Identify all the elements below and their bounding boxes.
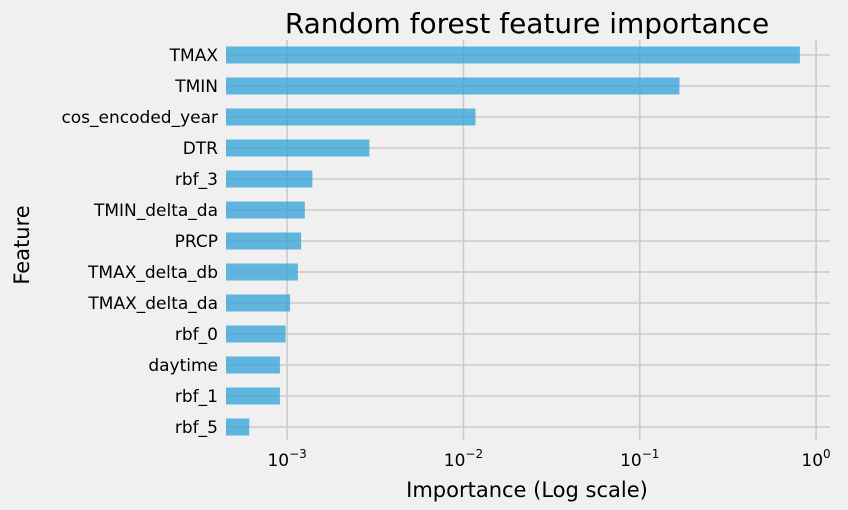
category-label: DTR (183, 139, 218, 159)
category-label: TMAX (169, 46, 219, 66)
y-axis-label: Feature (10, 205, 34, 284)
bar-DTR (226, 139, 370, 157)
category-label: rbf_0 (175, 325, 218, 345)
bar-rbf_1 (226, 387, 280, 405)
category-label: TMAX_delta_da (87, 294, 218, 314)
category-label: TMIN_delta_da (93, 201, 218, 221)
category-label: TMIN (174, 77, 218, 97)
chart-title: Random forest feature importance (285, 7, 769, 40)
bar-rbf_3 (226, 170, 313, 188)
category-label: PRCP (175, 232, 218, 252)
bar-TMAX (226, 46, 800, 64)
bar-TMIN (226, 77, 680, 95)
bar-rbf_5 (226, 418, 250, 436)
bar-PRCP (226, 232, 302, 250)
bar-daytime (226, 356, 280, 374)
x-tick-label: 10−2 (444, 447, 483, 471)
category-label: rbf_3 (175, 170, 218, 190)
x-tick-label: 10−3 (267, 447, 306, 471)
bar-TMAX_delta_db (226, 263, 298, 281)
bar-TMAX_delta_da (226, 294, 291, 312)
category-labels: TMAX TMIN cos_encoded_year DTR rbf_3 TMIN_del… (61, 46, 218, 438)
bars (226, 46, 800, 436)
x-tick-labels: 10−3 10−2 10−1 100 (267, 447, 830, 471)
category-label: rbf_5 (175, 418, 218, 438)
bar-cos_encoded_year (226, 108, 476, 126)
category-label: cos_encoded_year (61, 108, 218, 128)
bar-TMIN_delta_da (226, 201, 305, 219)
x-tick-label: 100 (801, 447, 830, 471)
bar-rbf_0 (226, 325, 286, 343)
x-axis-label: Importance (Log scale) (406, 478, 648, 502)
category-label: TMAX_delta_db (87, 263, 218, 283)
x-tick-label: 10−1 (620, 447, 659, 471)
category-label: rbf_1 (175, 387, 218, 407)
category-label: daytime (148, 356, 218, 376)
